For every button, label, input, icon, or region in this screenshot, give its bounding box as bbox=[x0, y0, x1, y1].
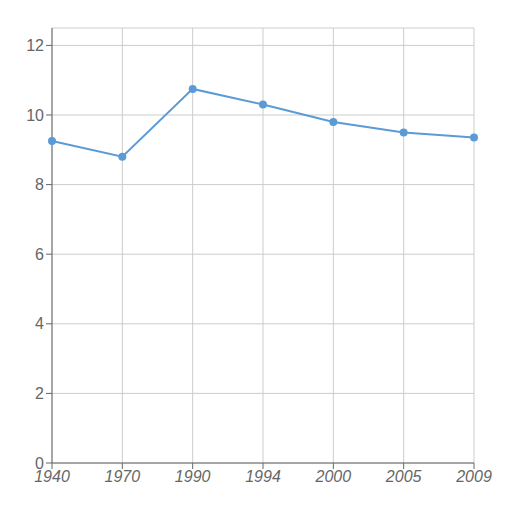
svg-text:2009: 2009 bbox=[455, 468, 492, 485]
svg-text:0: 0 bbox=[35, 455, 44, 472]
svg-text:1994: 1994 bbox=[245, 468, 281, 485]
svg-text:1970: 1970 bbox=[105, 468, 141, 485]
svg-text:6: 6 bbox=[35, 246, 44, 263]
svg-text:1940: 1940 bbox=[34, 468, 70, 486]
svg-text:10: 10 bbox=[26, 107, 44, 124]
svg-text:1990: 1990 bbox=[175, 468, 211, 485]
svg-text:2005: 2005 bbox=[385, 468, 422, 485]
svg-text:2: 2 bbox=[35, 385, 44, 402]
svg-text:12: 12 bbox=[26, 37, 44, 54]
svg-text:8: 8 bbox=[35, 176, 44, 193]
svg-text:2000: 2000 bbox=[315, 468, 352, 485]
svg-text:4: 4 bbox=[35, 315, 44, 332]
